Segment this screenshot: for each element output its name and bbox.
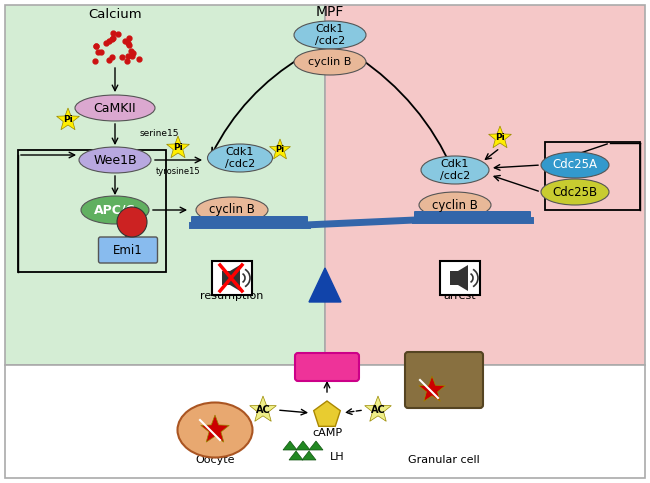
Text: Wee1B: Wee1B (93, 154, 136, 167)
FancyBboxPatch shape (414, 211, 531, 221)
Text: cyclin B: cyclin B (209, 203, 255, 216)
Text: APC/C: APC/C (94, 203, 136, 216)
FancyBboxPatch shape (440, 261, 480, 295)
Text: Pi: Pi (173, 143, 183, 153)
Polygon shape (222, 265, 240, 291)
Polygon shape (250, 396, 276, 421)
Text: cyclin B: cyclin B (308, 57, 352, 67)
FancyBboxPatch shape (5, 365, 645, 478)
Text: Cdk1
/cdc2: Cdk1 /cdc2 (225, 147, 255, 169)
Text: MPF: MPF (316, 5, 344, 19)
Polygon shape (201, 415, 229, 442)
Polygon shape (314, 401, 341, 426)
Text: AC: AC (255, 405, 270, 415)
Text: arrest: arrest (444, 291, 476, 301)
Text: Cdc25A: Cdc25A (552, 158, 597, 171)
Ellipse shape (177, 402, 252, 457)
FancyBboxPatch shape (295, 353, 359, 381)
FancyBboxPatch shape (212, 261, 252, 295)
Polygon shape (270, 139, 291, 159)
Polygon shape (309, 268, 341, 302)
Text: LH: LH (330, 452, 344, 462)
Ellipse shape (419, 192, 491, 218)
Ellipse shape (294, 49, 366, 75)
Polygon shape (57, 108, 79, 130)
Text: Pi: Pi (495, 133, 505, 142)
Polygon shape (283, 441, 297, 450)
Text: cdc20: cdc20 (120, 217, 144, 227)
Ellipse shape (207, 144, 272, 172)
Circle shape (117, 207, 147, 237)
Text: resumption: resumption (200, 291, 264, 301)
Bar (545, 142, 640, 210)
Text: Emi1: Emi1 (113, 243, 143, 256)
Polygon shape (365, 396, 391, 421)
Ellipse shape (75, 95, 155, 121)
Text: CaMKII: CaMKII (94, 101, 136, 114)
Ellipse shape (541, 179, 609, 205)
Polygon shape (419, 376, 445, 401)
Bar (18, 150, 166, 272)
Text: Pi: Pi (276, 145, 285, 155)
Text: Cdk1
/cdc2: Cdk1 /cdc2 (440, 159, 470, 181)
Text: Cdk1
/cdc2: Cdk1 /cdc2 (315, 24, 345, 46)
Text: cyclin B: cyclin B (432, 199, 478, 212)
Ellipse shape (79, 147, 151, 173)
Polygon shape (309, 441, 323, 450)
FancyBboxPatch shape (5, 5, 325, 365)
Text: Pi: Pi (63, 115, 73, 125)
Ellipse shape (541, 152, 609, 178)
Text: Calcium: Calcium (88, 9, 142, 22)
Polygon shape (296, 441, 310, 450)
Text: cAMP: cAMP (312, 428, 342, 438)
Polygon shape (450, 265, 468, 291)
Polygon shape (289, 451, 303, 460)
Ellipse shape (421, 156, 489, 184)
Polygon shape (302, 451, 316, 460)
Polygon shape (489, 126, 512, 148)
Text: AC: AC (370, 405, 385, 415)
Text: PKA: PKA (309, 359, 344, 374)
Text: tyrosine15: tyrosine15 (156, 168, 200, 176)
FancyBboxPatch shape (405, 352, 483, 408)
Ellipse shape (196, 197, 268, 223)
Ellipse shape (294, 21, 366, 49)
Text: Oocyte: Oocyte (195, 455, 235, 465)
Text: Cdc25B: Cdc25B (552, 185, 597, 199)
Polygon shape (166, 136, 189, 158)
FancyBboxPatch shape (191, 216, 308, 226)
FancyBboxPatch shape (325, 5, 645, 365)
Ellipse shape (81, 196, 149, 224)
Text: serine15: serine15 (140, 129, 179, 139)
Text: Granular cell: Granular cell (408, 455, 480, 465)
FancyBboxPatch shape (99, 237, 157, 263)
